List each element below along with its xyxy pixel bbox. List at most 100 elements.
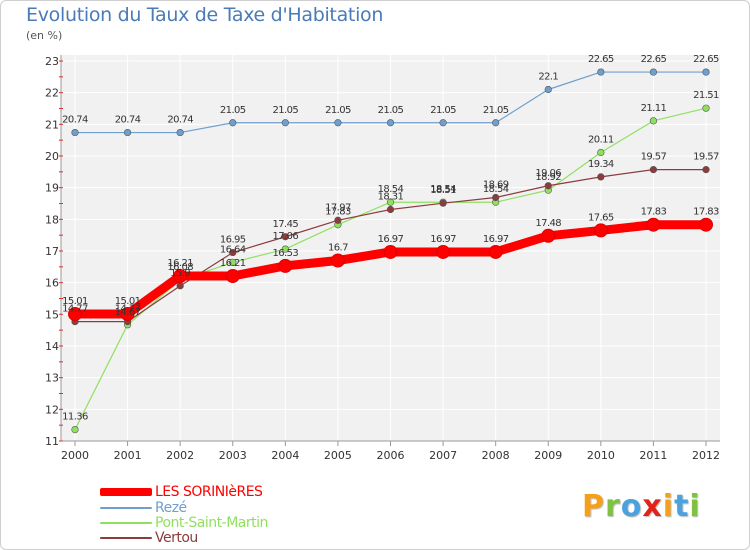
y-tick-label: 11 xyxy=(45,435,59,448)
legend-item-les-sorinieres[interactable]: LES SORINIèRES xyxy=(100,484,263,500)
data-point xyxy=(71,426,79,434)
data-label: 17.65 xyxy=(588,212,614,223)
data-label: 16.64 xyxy=(220,244,246,255)
x-tick-label: 2003 xyxy=(219,449,247,462)
data-label: 18.54 xyxy=(483,184,509,195)
data-label: 21.05 xyxy=(273,105,299,116)
data-label: 19.06 xyxy=(535,168,561,179)
data-point xyxy=(492,193,500,202)
x-tick-label: 2012 xyxy=(692,449,720,462)
data-label: 15.9 xyxy=(170,268,190,279)
logo-letter: t xyxy=(674,489,690,524)
data-label: 16.95 xyxy=(220,235,246,246)
data-point xyxy=(702,166,710,174)
data-label: 16.97 xyxy=(430,234,456,245)
data-label: 15.01 xyxy=(115,296,141,307)
y-tick-label: 19 xyxy=(45,182,59,195)
data-point xyxy=(544,182,552,190)
y-tick-label: 17 xyxy=(45,245,59,258)
data-point xyxy=(123,128,132,137)
data-label: 17.83 xyxy=(325,207,351,218)
data-point xyxy=(176,128,184,137)
x-tick-label: 2010 xyxy=(587,449,615,462)
data-label: 22.65 xyxy=(588,54,614,65)
data-label: 19.57 xyxy=(641,152,667,163)
data-point xyxy=(173,269,188,284)
data-label: 17.83 xyxy=(641,207,667,218)
data-point xyxy=(281,119,289,127)
legend-label-pont-saint-martin: Pont-Saint-Martin xyxy=(155,515,268,531)
proxiti-logo[interactable]: Proxiti xyxy=(582,489,701,524)
data-label: 20.11 xyxy=(588,135,614,146)
chart-subtitle: (en %) xyxy=(26,29,63,42)
data-point xyxy=(229,248,237,257)
data-label: 16.97 xyxy=(378,234,404,245)
data-label: 15.01 xyxy=(62,296,88,307)
legend-swatch-les-sorinieres xyxy=(100,488,152,496)
x-tick-label: 2005 xyxy=(324,449,352,462)
data-label: 14.77 xyxy=(115,304,141,315)
data-point xyxy=(702,68,710,76)
data-label: 16.21 xyxy=(167,258,193,269)
x-tick-label: 2006 xyxy=(377,449,405,462)
data-label: 19.34 xyxy=(588,159,614,170)
x-tick-label: 2004 xyxy=(271,449,299,462)
logo-letter: r xyxy=(605,489,621,524)
data-label: 18.31 xyxy=(378,192,404,203)
data-point xyxy=(649,68,658,76)
data-point xyxy=(281,245,289,253)
data-label: 21.51 xyxy=(693,90,719,101)
data-point xyxy=(597,148,605,157)
y-tick-label: 23 xyxy=(45,55,59,68)
x-tick-label: 2009 xyxy=(534,449,562,462)
legend-swatch-vertou xyxy=(100,537,152,539)
data-label: 18.54 xyxy=(430,184,456,195)
x-tick-label: 2011 xyxy=(639,449,667,462)
data-point xyxy=(544,85,552,94)
data-label: 20.74 xyxy=(167,115,193,126)
data-label: 22.65 xyxy=(693,54,719,65)
data-point xyxy=(120,307,135,322)
legend-label-les-sorinieres: LES SORINIèRES xyxy=(155,484,263,500)
data-point xyxy=(597,173,605,181)
data-point xyxy=(649,166,658,174)
data-label: 18.51 xyxy=(430,185,456,196)
data-point xyxy=(439,119,447,127)
data-label: 18.92 xyxy=(535,172,561,183)
data-point xyxy=(702,104,710,112)
data-point xyxy=(439,199,447,207)
data-point xyxy=(71,128,79,137)
x-tick-label: 2008 xyxy=(482,449,510,462)
data-point xyxy=(334,216,342,224)
data-label: 22.1 xyxy=(538,72,558,83)
data-point xyxy=(229,119,237,127)
data-label: 21.05 xyxy=(325,105,351,116)
data-point xyxy=(334,119,342,127)
x-tick-label: 2000 xyxy=(61,449,89,462)
data-point xyxy=(386,205,395,214)
y-tick-label: 20 xyxy=(45,150,59,163)
data-point xyxy=(541,228,556,243)
data-label: 14.67 xyxy=(115,307,141,318)
legend-item-pont-saint-martin[interactable]: Pont-Saint-Martin xyxy=(100,515,268,531)
y-tick-label: 12 xyxy=(45,403,59,416)
data-label: 14.77 xyxy=(62,304,88,315)
x-tick-label: 2007 xyxy=(429,449,457,462)
data-label: 21.05 xyxy=(430,105,456,116)
data-point xyxy=(386,119,395,127)
logo-letter: i xyxy=(689,489,701,524)
data-label: 16.21 xyxy=(220,258,246,269)
data-label: 20.74 xyxy=(62,115,88,126)
legend-swatch-pont-saint-martin xyxy=(100,522,152,524)
data-point xyxy=(281,233,289,241)
data-label: 19.57 xyxy=(693,152,719,163)
legend-item-reze[interactable]: Rezé xyxy=(100,500,187,516)
data-label: 21.05 xyxy=(378,105,404,116)
data-label: 17.83 xyxy=(693,207,719,218)
data-label: 16.7 xyxy=(328,243,348,254)
data-point xyxy=(597,68,605,76)
data-point xyxy=(386,198,395,206)
data-label: 20.74 xyxy=(115,115,141,126)
data-label: 17.06 xyxy=(273,231,299,242)
legend-item-vertou[interactable]: Vertou xyxy=(100,530,198,546)
